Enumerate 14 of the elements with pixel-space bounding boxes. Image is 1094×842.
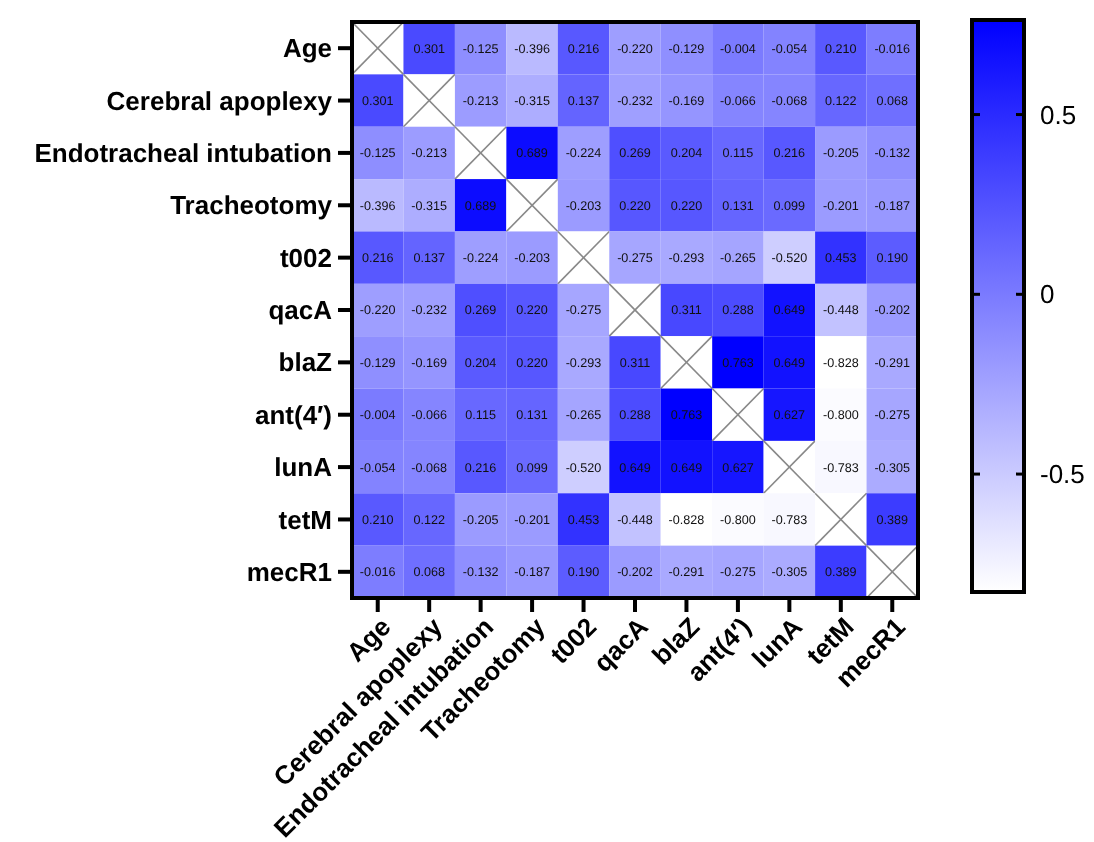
y-tick-label: Age [282,33,332,64]
y-tick-label: Tracheotomy [170,190,334,221]
color-bar-label: -0.5 [1040,459,1085,490]
y-tick-label: mecR1 [246,556,332,587]
y-tick-label: tetM [278,504,332,535]
y-tick-label: Endotracheal intubation [34,138,333,169]
y-tick-label: ant(4′) [254,399,332,430]
y-tick-label: lunA [274,452,334,483]
y-tick-label: Cerebral apoplexy [106,85,334,116]
y-tick-label: t002 [279,242,332,273]
color-bar-label: 0 [1040,279,1055,310]
color-bar-label: 0.5 [1040,99,1077,130]
y-tick-label: qacA [268,295,334,326]
y-tick-label: blaZ [278,347,333,378]
